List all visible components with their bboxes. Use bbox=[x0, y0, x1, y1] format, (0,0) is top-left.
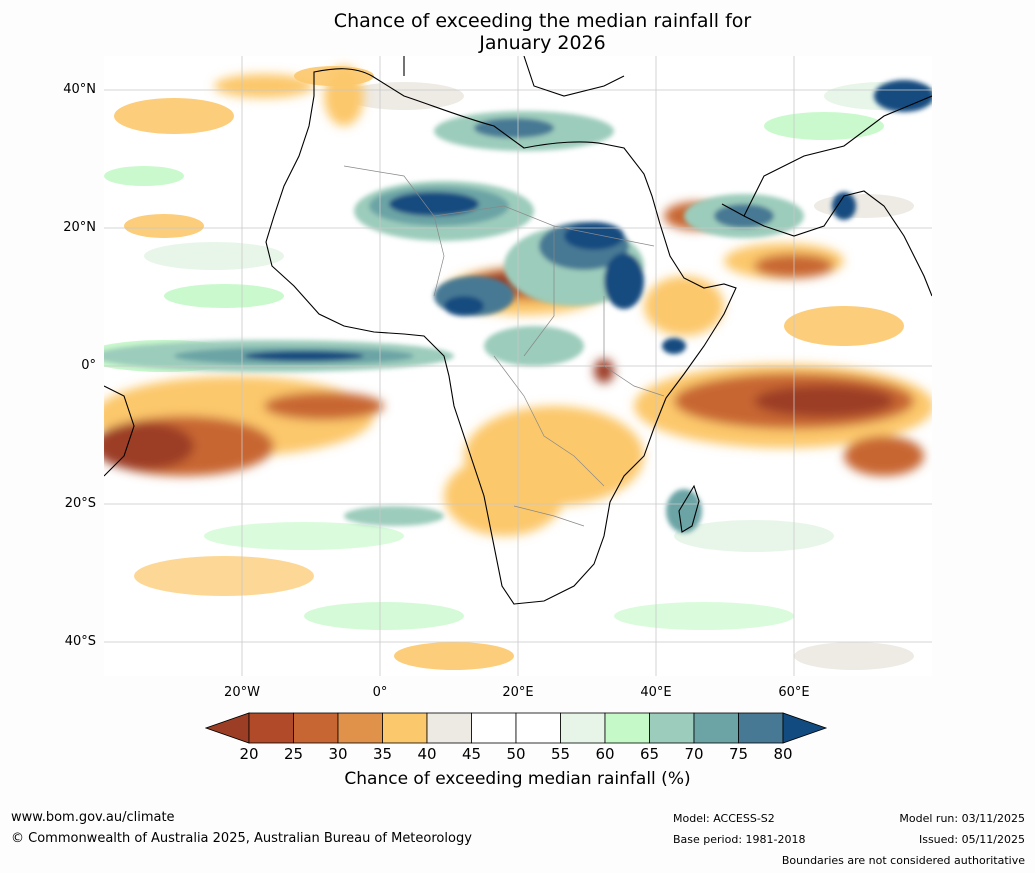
lat-label-20n: 20°N bbox=[63, 220, 96, 235]
lon-label-20w: 20°W bbox=[224, 685, 260, 700]
colorbar-tick-label: 35 bbox=[372, 745, 393, 763]
lat-label-equator: 0° bbox=[81, 358, 96, 373]
map-canvas bbox=[104, 56, 932, 676]
colorbar-cell bbox=[293, 712, 339, 744]
website-link[interactable]: www.bom.gov.au/climate bbox=[11, 810, 175, 825]
model-name: Model: ACCESS-S2 bbox=[673, 812, 775, 825]
colorbar-tick-label: 30 bbox=[328, 745, 348, 763]
graticule bbox=[104, 56, 932, 676]
coastlines bbox=[104, 56, 932, 605]
colorbar-cell bbox=[693, 712, 739, 744]
lat-label-40n: 40°N bbox=[63, 82, 96, 97]
colorbar-tick-label: 65 bbox=[639, 745, 660, 763]
colorbar-label: Chance of exceeding median rainfall (%) bbox=[344, 769, 691, 789]
colorbar-cell bbox=[248, 712, 294, 744]
colorbar-tick-label: 70 bbox=[684, 745, 704, 763]
country-borders bbox=[343, 165, 665, 527]
base-period: Base period: 1981-2018 bbox=[673, 833, 806, 846]
colorbar-arrow-high bbox=[782, 712, 828, 744]
colorbar-cell bbox=[471, 712, 517, 744]
colorbar-cell bbox=[337, 712, 383, 744]
lat-label-20s: 20°S bbox=[64, 496, 96, 511]
colorbar-cell bbox=[560, 712, 606, 744]
model-run-date: Model run: 03/11/2025 bbox=[899, 812, 1025, 825]
issued-date: Issued: 05/11/2025 bbox=[918, 833, 1025, 846]
colorbar bbox=[205, 712, 828, 744]
colorbar-cell bbox=[426, 712, 472, 744]
colorbar-tick-label: 45 bbox=[461, 745, 482, 763]
map-title: Chance of exceeding the median rainfall … bbox=[0, 10, 1035, 54]
colorbar-tick-label: 75 bbox=[728, 745, 749, 763]
colorbar-tick-label: 60 bbox=[595, 745, 615, 763]
colorbar-cell bbox=[738, 712, 784, 744]
colorbar-tick-label: 55 bbox=[550, 745, 571, 763]
colorbar-tick-label: 25 bbox=[283, 745, 304, 763]
copyright-text: © Commonwealth of Australia 2025, Austra… bbox=[11, 831, 472, 846]
colorbar-tick-label: 40 bbox=[417, 745, 437, 763]
colorbar-cell bbox=[649, 712, 695, 744]
title-line-1: Chance of exceeding the median rainfall … bbox=[333, 10, 752, 32]
colorbar-cell bbox=[382, 712, 428, 744]
lon-label-40e: 40°E bbox=[640, 685, 672, 700]
boundary-disclaimer: Boundaries are not considered authoritat… bbox=[781, 854, 1025, 867]
lat-label-40s: 40°S bbox=[64, 634, 96, 649]
colorbar-tick-label: 20 bbox=[239, 745, 259, 763]
lon-label-20e: 20°E bbox=[502, 685, 534, 700]
colorbar-tick-label: 50 bbox=[506, 745, 526, 763]
rainfall-probability-map bbox=[104, 56, 932, 676]
lon-label-60e: 60°E bbox=[778, 685, 810, 700]
lon-label-0: 0° bbox=[372, 685, 388, 700]
colorbar-cell bbox=[515, 712, 561, 744]
colorbar-cells bbox=[205, 712, 828, 744]
title-line-2: January 2026 bbox=[479, 32, 606, 54]
colorbar-arrow-low bbox=[205, 712, 250, 744]
colorbar-tick-label: 80 bbox=[773, 745, 793, 763]
colorbar-cell bbox=[604, 712, 650, 744]
